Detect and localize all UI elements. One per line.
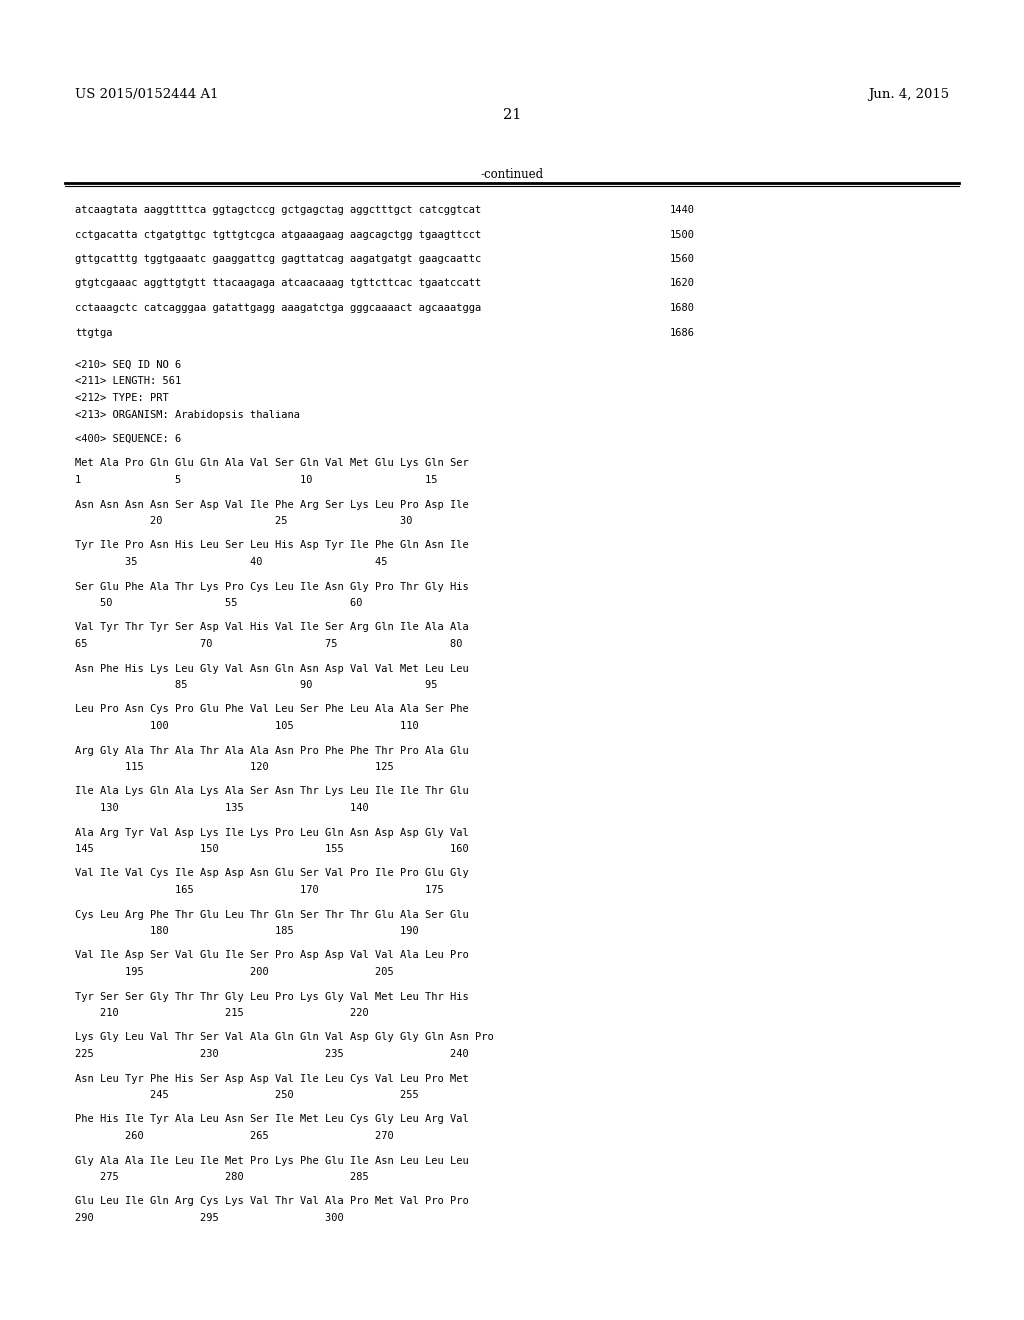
Text: Gly Ala Ala Ile Leu Ile Met Pro Lys Phe Glu Ile Asn Leu Leu Leu: Gly Ala Ala Ile Leu Ile Met Pro Lys Phe … [75, 1155, 469, 1166]
Text: 1560: 1560 [670, 253, 695, 264]
Text: 21: 21 [503, 108, 521, 121]
Text: gttgcatttg tggtgaaatc gaaggattcg gagttatcag aagatgatgt gaagcaattc: gttgcatttg tggtgaaatc gaaggattcg gagttat… [75, 253, 481, 264]
Text: 245                 250                 255: 245 250 255 [75, 1090, 419, 1100]
Text: gtgtcgaaac aggttgtgtt ttacaagaga atcaacaaag tgttcttcac tgaatccatt: gtgtcgaaac aggttgtgtt ttacaagaga atcaaca… [75, 279, 481, 289]
Text: Val Ile Asp Ser Val Glu Ile Ser Pro Asp Asp Val Val Ala Leu Pro: Val Ile Asp Ser Val Glu Ile Ser Pro Asp … [75, 950, 469, 961]
Text: Tyr Ile Pro Asn His Leu Ser Leu His Asp Tyr Ile Phe Gln Asn Ile: Tyr Ile Pro Asn His Leu Ser Leu His Asp … [75, 540, 469, 550]
Text: Cys Leu Arg Phe Thr Glu Leu Thr Gln Ser Thr Thr Glu Ala Ser Glu: Cys Leu Arg Phe Thr Glu Leu Thr Gln Ser … [75, 909, 469, 920]
Text: -continued: -continued [480, 168, 544, 181]
Text: 290                 295                 300: 290 295 300 [75, 1213, 344, 1224]
Text: Ala Arg Tyr Val Asp Lys Ile Lys Pro Leu Gln Asn Asp Asp Gly Val: Ala Arg Tyr Val Asp Lys Ile Lys Pro Leu … [75, 828, 469, 837]
Text: 100                 105                 110: 100 105 110 [75, 721, 419, 731]
Text: 115                 120                 125: 115 120 125 [75, 762, 394, 772]
Text: 260                 265                 270: 260 265 270 [75, 1131, 394, 1140]
Text: 145                 150                 155                 160: 145 150 155 160 [75, 843, 469, 854]
Text: <211> LENGTH: 561: <211> LENGTH: 561 [75, 376, 181, 387]
Text: 1               5                   10                  15: 1 5 10 15 [75, 475, 437, 484]
Text: 130                 135                 140: 130 135 140 [75, 803, 369, 813]
Text: Ser Glu Phe Ala Thr Lys Pro Cys Leu Ile Asn Gly Pro Thr Gly His: Ser Glu Phe Ala Thr Lys Pro Cys Leu Ile … [75, 582, 469, 591]
Text: 195                 200                 205: 195 200 205 [75, 968, 394, 977]
Text: <210> SEQ ID NO 6: <210> SEQ ID NO 6 [75, 360, 181, 370]
Text: US 2015/0152444 A1: US 2015/0152444 A1 [75, 88, 218, 102]
Text: 165                 170                 175: 165 170 175 [75, 884, 443, 895]
Text: Val Tyr Thr Tyr Ser Asp Val His Val Ile Ser Arg Gln Ile Ala Ala: Val Tyr Thr Tyr Ser Asp Val His Val Ile … [75, 623, 469, 632]
Text: Asn Phe His Lys Leu Gly Val Asn Gln Asn Asp Val Val Met Leu Leu: Asn Phe His Lys Leu Gly Val Asn Gln Asn … [75, 664, 469, 673]
Text: 65                  70                  75                  80: 65 70 75 80 [75, 639, 463, 649]
Text: Tyr Ser Ser Gly Thr Thr Gly Leu Pro Lys Gly Val Met Leu Thr His: Tyr Ser Ser Gly Thr Thr Gly Leu Pro Lys … [75, 991, 469, 1002]
Text: 35                  40                  45: 35 40 45 [75, 557, 387, 568]
Text: 1686: 1686 [670, 327, 695, 338]
Text: 210                 215                 220: 210 215 220 [75, 1008, 369, 1018]
Text: Glu Leu Ile Gln Arg Cys Lys Val Thr Val Ala Pro Met Val Pro Pro: Glu Leu Ile Gln Arg Cys Lys Val Thr Val … [75, 1196, 469, 1206]
Text: Phe His Ile Tyr Ala Leu Asn Ser Ile Met Leu Cys Gly Leu Arg Val: Phe His Ile Tyr Ala Leu Asn Ser Ile Met … [75, 1114, 469, 1125]
Text: Lys Gly Leu Val Thr Ser Val Ala Gln Gln Val Asp Gly Gly Gln Asn Pro: Lys Gly Leu Val Thr Ser Val Ala Gln Gln … [75, 1032, 494, 1043]
Text: Asn Leu Tyr Phe His Ser Asp Asp Val Ile Leu Cys Val Leu Pro Met: Asn Leu Tyr Phe His Ser Asp Asp Val Ile … [75, 1073, 469, 1084]
Text: Arg Gly Ala Thr Ala Thr Ala Ala Asn Pro Phe Phe Thr Pro Ala Glu: Arg Gly Ala Thr Ala Thr Ala Ala Asn Pro … [75, 746, 469, 755]
Text: <212> TYPE: PRT: <212> TYPE: PRT [75, 393, 169, 403]
Text: Leu Pro Asn Cys Pro Glu Phe Val Leu Ser Phe Leu Ala Ala Ser Phe: Leu Pro Asn Cys Pro Glu Phe Val Leu Ser … [75, 705, 469, 714]
Text: 85                  90                  95: 85 90 95 [75, 680, 437, 690]
Text: <400> SEQUENCE: 6: <400> SEQUENCE: 6 [75, 434, 181, 444]
Text: 275                 280                 285: 275 280 285 [75, 1172, 369, 1181]
Text: Met Ala Pro Gln Glu Gln Ala Val Ser Gln Val Met Glu Lys Gln Ser: Met Ala Pro Gln Glu Gln Ala Val Ser Gln … [75, 458, 469, 469]
Text: Ile Ala Lys Gln Ala Lys Ala Ser Asn Thr Lys Leu Ile Ile Thr Glu: Ile Ala Lys Gln Ala Lys Ala Ser Asn Thr … [75, 787, 469, 796]
Text: atcaagtata aaggttttca ggtagctccg gctgagctag aggctttgct catcggtcat: atcaagtata aaggttttca ggtagctccg gctgagc… [75, 205, 481, 215]
Text: 1680: 1680 [670, 304, 695, 313]
Text: 50                  55                  60: 50 55 60 [75, 598, 362, 609]
Text: Asn Asn Asn Asn Ser Asp Val Ile Phe Arg Ser Lys Leu Pro Asp Ile: Asn Asn Asn Asn Ser Asp Val Ile Phe Arg … [75, 499, 469, 510]
Text: 20                  25                  30: 20 25 30 [75, 516, 413, 525]
Text: 180                 185                 190: 180 185 190 [75, 927, 419, 936]
Text: Jun. 4, 2015: Jun. 4, 2015 [868, 88, 949, 102]
Text: <213> ORGANISM: Arabidopsis thaliana: <213> ORGANISM: Arabidopsis thaliana [75, 409, 300, 420]
Text: ttgtga: ttgtga [75, 327, 113, 338]
Text: Val Ile Val Cys Ile Asp Asp Asn Glu Ser Val Pro Ile Pro Glu Gly: Val Ile Val Cys Ile Asp Asp Asn Glu Ser … [75, 869, 469, 879]
Text: cctgacatta ctgatgttgc tgttgtcgca atgaaagaag aagcagctgg tgaagttcct: cctgacatta ctgatgttgc tgttgtcgca atgaaag… [75, 230, 481, 239]
Text: cctaaagctc catcagggaa gatattgagg aaagatctga gggcaaaact agcaaatgga: cctaaagctc catcagggaa gatattgagg aaagatc… [75, 304, 481, 313]
Text: 1500: 1500 [670, 230, 695, 239]
Text: 1440: 1440 [670, 205, 695, 215]
Text: 225                 230                 235                 240: 225 230 235 240 [75, 1049, 469, 1059]
Text: 1620: 1620 [670, 279, 695, 289]
